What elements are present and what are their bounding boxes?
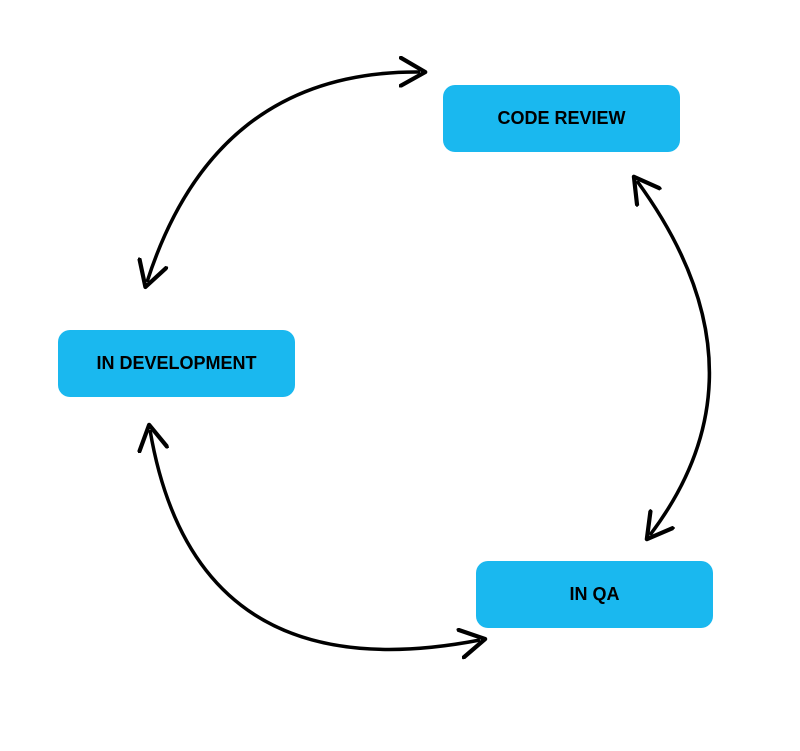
node-label: IN DEVELOPMENT xyxy=(96,353,256,374)
edge-qa-dev xyxy=(150,430,480,649)
node-label: CODE REVIEW xyxy=(497,108,625,129)
node-in-development: IN DEVELOPMENT xyxy=(58,330,295,397)
edge-dev-review xyxy=(147,72,420,282)
workflow-diagram: CODE REVIEW IN DEVELOPMENT IN QA xyxy=(0,0,800,751)
node-label: IN QA xyxy=(569,584,619,605)
node-code-review: CODE REVIEW xyxy=(443,85,680,152)
edge-review-qa xyxy=(637,181,709,535)
node-in-qa: IN QA xyxy=(476,561,713,628)
